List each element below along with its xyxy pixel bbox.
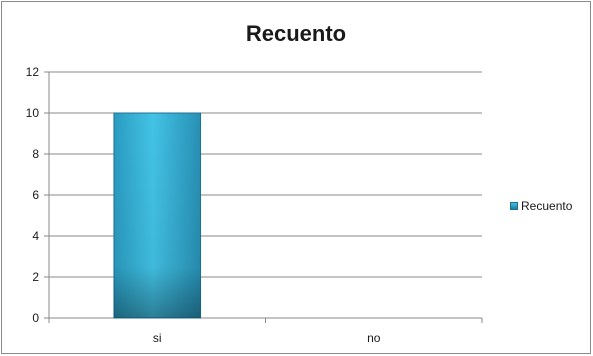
x-tick-label: no: [367, 331, 381, 345]
y-tick-label: 6: [32, 188, 39, 202]
legend-swatch: [510, 202, 518, 210]
y-tick-label: 2: [32, 270, 39, 284]
legend-label: Recuento: [521, 199, 573, 213]
y-tick-label: 8: [32, 147, 39, 161]
y-tick-label: 4: [32, 229, 39, 243]
y-tick-label: 10: [26, 106, 40, 120]
chart-legend: Recuento: [510, 199, 572, 213]
y-tick-label: 0: [32, 311, 39, 325]
x-tick-label: si: [153, 331, 162, 345]
chart-title: Recuento: [245, 21, 347, 46]
y-tick-label: 12: [26, 65, 40, 79]
bar-shading: [113, 113, 201, 318]
